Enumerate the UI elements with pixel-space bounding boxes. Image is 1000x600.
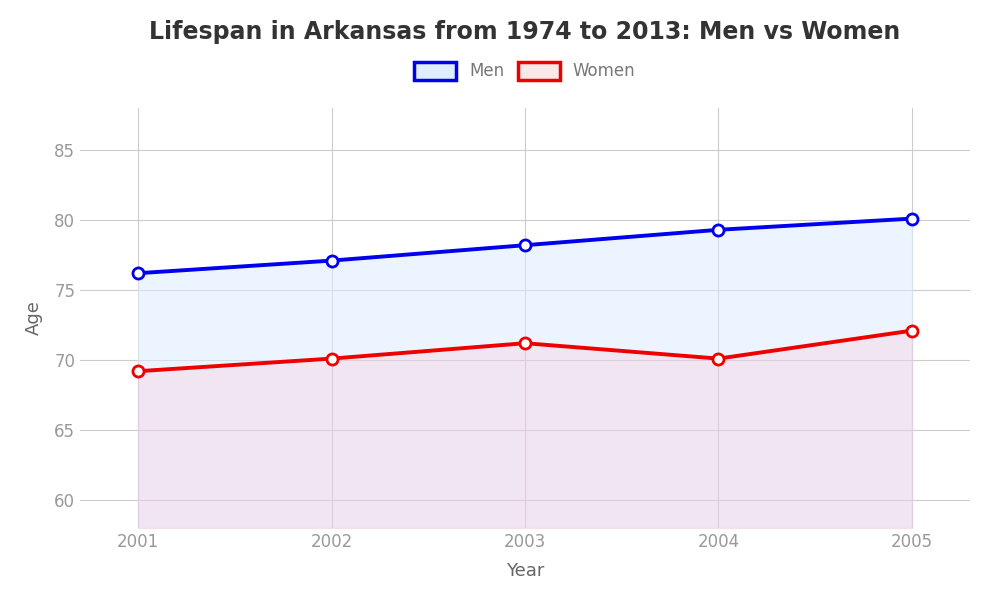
Y-axis label: Age: Age bbox=[25, 301, 43, 335]
Title: Lifespan in Arkansas from 1974 to 2013: Men vs Women: Lifespan in Arkansas from 1974 to 2013: … bbox=[149, 20, 901, 44]
Legend: Men, Women: Men, Women bbox=[414, 62, 636, 80]
X-axis label: Year: Year bbox=[506, 562, 544, 580]
